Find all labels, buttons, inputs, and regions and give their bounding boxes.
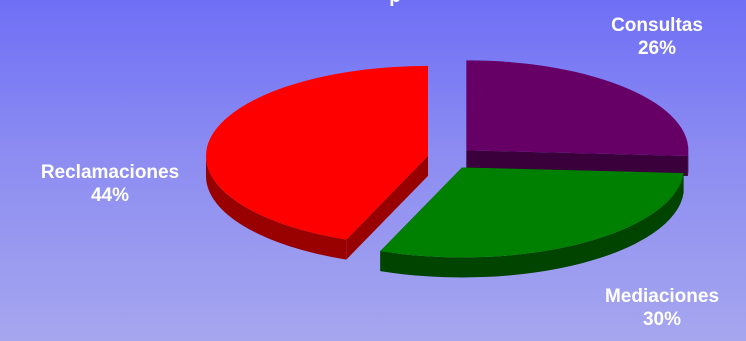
slice-label-mediaciones-name: Mediaciones [604,286,720,307]
chart-title-fragment: p [380,0,410,7]
slice-label-mediaciones: Mediaciones 30% [572,285,746,331]
pie-slice-side-mediaciones [380,173,684,278]
pie-slice-wall-reclamaciones-0 [346,155,428,260]
slice-label-reclamaciones-percent: 44% [90,185,130,206]
slice-label-consultas-percent: 26% [637,38,677,59]
slice-label-reclamaciones-name: Reclamaciones [40,162,180,183]
slice-label-mediaciones-percent: 30% [642,309,682,330]
slice-label-consultas: Consultas 26% [567,14,746,60]
pie-top-layer [205,60,689,258]
pie-slice-mediaciones [380,167,684,258]
pie-slice-side-reclamaciones [206,156,347,260]
pie-slice-consultas [466,60,689,156]
slice-label-consultas-name: Consultas [611,15,703,36]
slice-label-reclamaciones: Reclamaciones 44% [20,161,200,207]
pie-slice-reclamaciones [205,65,428,240]
